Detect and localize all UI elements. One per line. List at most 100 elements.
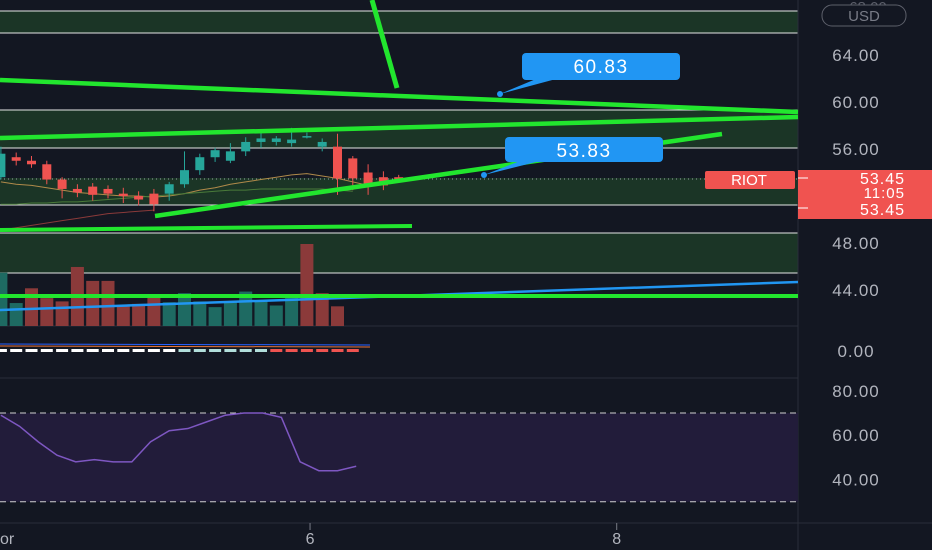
volume-bar bbox=[285, 295, 299, 326]
volume-bar bbox=[254, 301, 268, 326]
time-label: or bbox=[0, 531, 15, 548]
callout-label: 53.83 bbox=[556, 141, 611, 162]
macd-histogram-bar bbox=[346, 349, 359, 352]
trendline bbox=[369, 0, 400, 89]
callout-anchor bbox=[481, 172, 487, 178]
price-candles bbox=[0, 127, 404, 212]
callout-label: 60.83 bbox=[573, 57, 628, 78]
callout-anchor bbox=[497, 91, 503, 97]
countdown-label: 11:05 bbox=[864, 185, 905, 202]
last-price-tag bbox=[798, 170, 932, 200]
macd-line bbox=[0, 343, 371, 346]
macd-histogram-bar bbox=[71, 349, 84, 352]
callout-box bbox=[505, 137, 663, 162]
candle-body bbox=[333, 146, 342, 179]
candle-body bbox=[180, 170, 189, 185]
macd-histogram-bar bbox=[147, 349, 160, 352]
candle-body bbox=[271, 138, 281, 142]
rsi-tick-label: 60.00 bbox=[832, 426, 880, 445]
macd-histogram-bar bbox=[86, 349, 99, 352]
macd-histogram-bar bbox=[40, 349, 53, 352]
candle-body bbox=[317, 141, 327, 147]
volume-bars bbox=[0, 244, 344, 326]
candle-body bbox=[164, 184, 174, 194]
macd-histogram-bar bbox=[56, 349, 69, 352]
candle-body bbox=[118, 193, 128, 196]
candle-body bbox=[302, 136, 312, 138]
candle-body bbox=[27, 160, 36, 165]
volume-bar bbox=[300, 244, 314, 326]
last-price-label: 53.45 bbox=[860, 171, 905, 188]
candle-body bbox=[195, 157, 205, 171]
price-zones bbox=[0, 11, 798, 273]
volume-bar bbox=[208, 307, 222, 326]
macd-histogram-bar bbox=[10, 349, 23, 352]
candle-body bbox=[134, 196, 144, 200]
macd-histogram-bar bbox=[132, 349, 145, 352]
currency-label: USD bbox=[848, 8, 880, 25]
price-tick-label: 48.00 bbox=[832, 234, 880, 253]
volume-bar bbox=[315, 293, 329, 326]
candle-body bbox=[256, 138, 266, 142]
time-label: 6 bbox=[306, 531, 315, 548]
macd-histogram-bar bbox=[25, 349, 38, 352]
ticker-label: RIOT bbox=[731, 172, 767, 189]
candle-body bbox=[88, 186, 98, 195]
previous-close-tag bbox=[798, 200, 932, 219]
volume-bar bbox=[331, 306, 344, 326]
rsi-tick-label: 80.00 bbox=[832, 382, 880, 401]
candle-body bbox=[348, 158, 358, 179]
trendline bbox=[0, 224, 413, 232]
callout-pointer bbox=[484, 161, 540, 175]
price-tick-label: 64.00 bbox=[832, 46, 880, 65]
candle-body bbox=[149, 193, 159, 205]
price-tick-label: 44.00 bbox=[832, 281, 880, 300]
macd-histogram-bar bbox=[0, 349, 7, 352]
macd-histogram-bar bbox=[102, 349, 114, 352]
signal-line bbox=[0, 345, 371, 348]
candle-body bbox=[72, 188, 82, 193]
previous-close-label: 53.45 bbox=[860, 202, 905, 219]
ticker-tag bbox=[705, 171, 795, 189]
trendline bbox=[0, 77, 799, 115]
candle-body bbox=[241, 141, 251, 152]
candle-body bbox=[103, 188, 113, 194]
volume-bar bbox=[86, 280, 100, 326]
rsi-pane: 80.00 60.00 40.00 bbox=[0, 382, 880, 503]
volume-bar bbox=[55, 301, 69, 326]
macd-tick-label: 0.00 bbox=[837, 342, 874, 361]
rsi-line bbox=[0, 412, 357, 472]
volume-bar bbox=[116, 306, 130, 326]
volume-bar bbox=[147, 296, 161, 326]
price-tick-label: 56.00 bbox=[832, 140, 880, 159]
macd-pane bbox=[0, 343, 371, 352]
currency-badge bbox=[821, 4, 907, 27]
volume-bar bbox=[101, 280, 115, 326]
callouts: 60.83 53.83 bbox=[481, 53, 680, 178]
macd-histogram-bar bbox=[117, 349, 130, 352]
macd-histogram-bar bbox=[224, 349, 237, 352]
trendline bbox=[0, 114, 799, 141]
volume-bar bbox=[0, 272, 8, 326]
candle-body bbox=[363, 172, 373, 185]
price-zone bbox=[0, 11, 798, 33]
volume-bar bbox=[193, 301, 207, 326]
volume-bar bbox=[178, 293, 191, 326]
macd-histogram-bar bbox=[193, 349, 206, 352]
candle-body bbox=[11, 157, 21, 161]
price-zone bbox=[0, 233, 798, 273]
rsi-tick-label: 40.00 bbox=[832, 471, 880, 490]
callout-box bbox=[522, 53, 680, 80]
macd-histogram-bar bbox=[163, 349, 176, 352]
volume-bar bbox=[40, 298, 54, 326]
time-axis: or 6 8 bbox=[0, 523, 621, 548]
macd-histogram-bar bbox=[178, 349, 191, 352]
callout-pointer bbox=[500, 79, 556, 94]
macd-histogram-bar bbox=[255, 349, 267, 352]
macd-histogram-bar bbox=[270, 349, 283, 352]
moving-average-line bbox=[0, 188, 353, 205]
